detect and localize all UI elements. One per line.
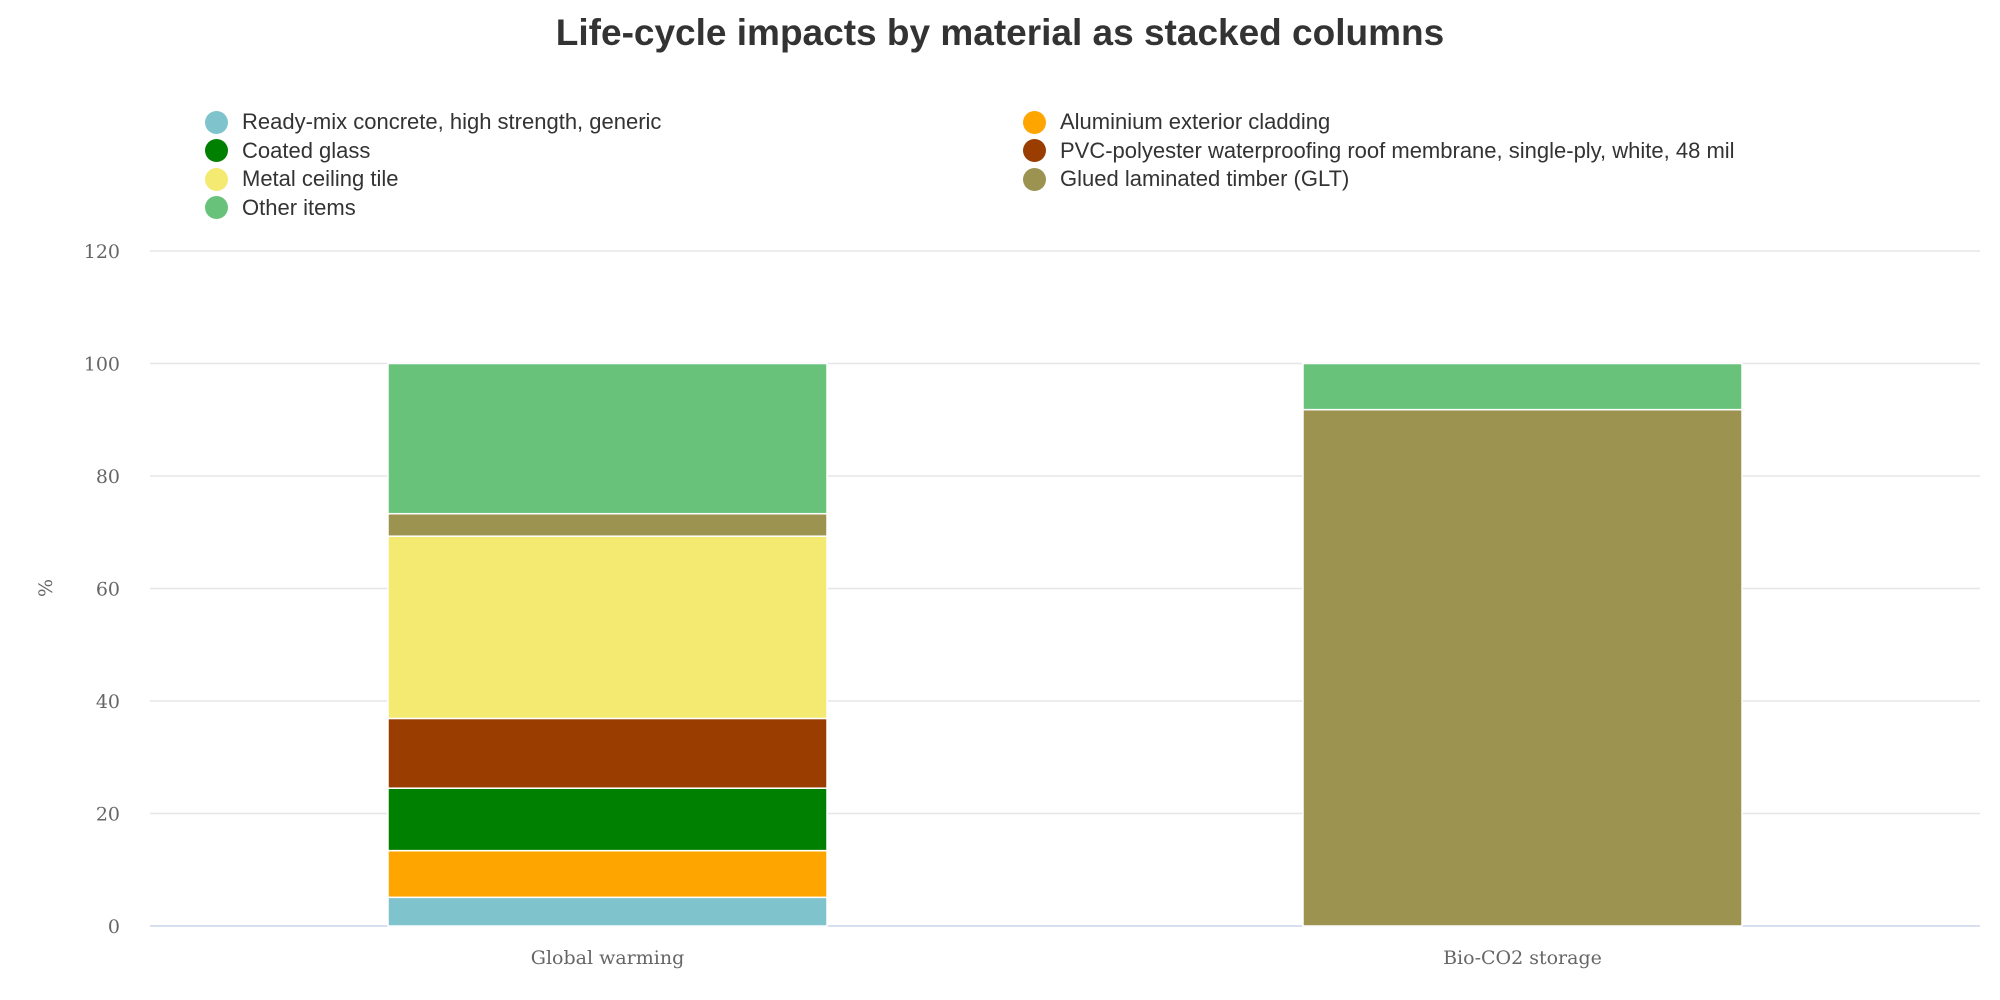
bar-segment <box>387 849 828 899</box>
legend-label: Ready-mix concrete, high strength, gener… <box>242 109 662 135</box>
y-tick-label: 60 <box>96 579 120 601</box>
legend-item[interactable]: Aluminium exterior cladding <box>1023 108 1735 137</box>
legend-item[interactable]: Coated glass <box>205 137 661 166</box>
bar-segment <box>387 787 828 852</box>
legend-dot-icon <box>205 139 228 163</box>
legend-label: Glued laminated timber (GLT) <box>1060 166 1350 192</box>
bar-segment <box>387 896 828 927</box>
legend-item[interactable]: Glued laminated timber (GLT) <box>1023 165 1735 194</box>
y-tick-label: 80 <box>96 466 120 488</box>
y-tick-label: 120 <box>84 241 120 263</box>
legend-column-right: Aluminium exterior cladding PVC-polyester… <box>1023 108 1735 194</box>
y-axis-label: % <box>35 579 57 597</box>
legend-dot-icon <box>205 167 228 191</box>
chart-title: Life-cycle impacts by material as stacke… <box>555 12 1445 53</box>
legend-item[interactable]: Metal ceiling tile <box>205 165 661 194</box>
legend-label: Metal ceiling tile <box>242 166 399 192</box>
y-tick-label: 40 <box>96 691 120 713</box>
legend-label: Coated glass <box>242 137 371 163</box>
y-tick-label: 100 <box>84 354 120 376</box>
x-tick-label: Global warming <box>531 947 684 969</box>
legend-dot-icon <box>205 110 228 134</box>
bar-segment <box>1302 362 1743 411</box>
legend-column-left: Ready-mix concrete, high strength, gener… <box>205 108 661 222</box>
legend-label: Aluminium exterior cladding <box>1060 109 1331 135</box>
legend-label: PVC-polyester waterproofing roof membran… <box>1060 137 1735 163</box>
legend-dot-icon <box>1023 139 1046 163</box>
legend-item[interactable]: Ready-mix concrete, high strength, gener… <box>205 108 661 137</box>
legend-label: Other items <box>242 194 356 220</box>
bar-segment <box>387 362 828 515</box>
bar-segment <box>387 535 828 720</box>
legend-item[interactable]: PVC-polyester waterproofing roof membran… <box>1023 137 1735 166</box>
x-tick-label: Bio-CO2 storage <box>1443 947 1602 969</box>
bar-segment <box>1302 408 1743 927</box>
legend-dot-icon <box>1023 167 1046 191</box>
y-tick-label: 20 <box>96 804 120 826</box>
y-tick-label: 0 <box>108 916 120 938</box>
bar-segment <box>387 512 828 537</box>
legend-dot-icon <box>205 196 228 220</box>
legend-dot-icon <box>1023 110 1046 134</box>
legend-item[interactable]: Other items <box>205 194 661 223</box>
bar-segment <box>387 717 828 789</box>
